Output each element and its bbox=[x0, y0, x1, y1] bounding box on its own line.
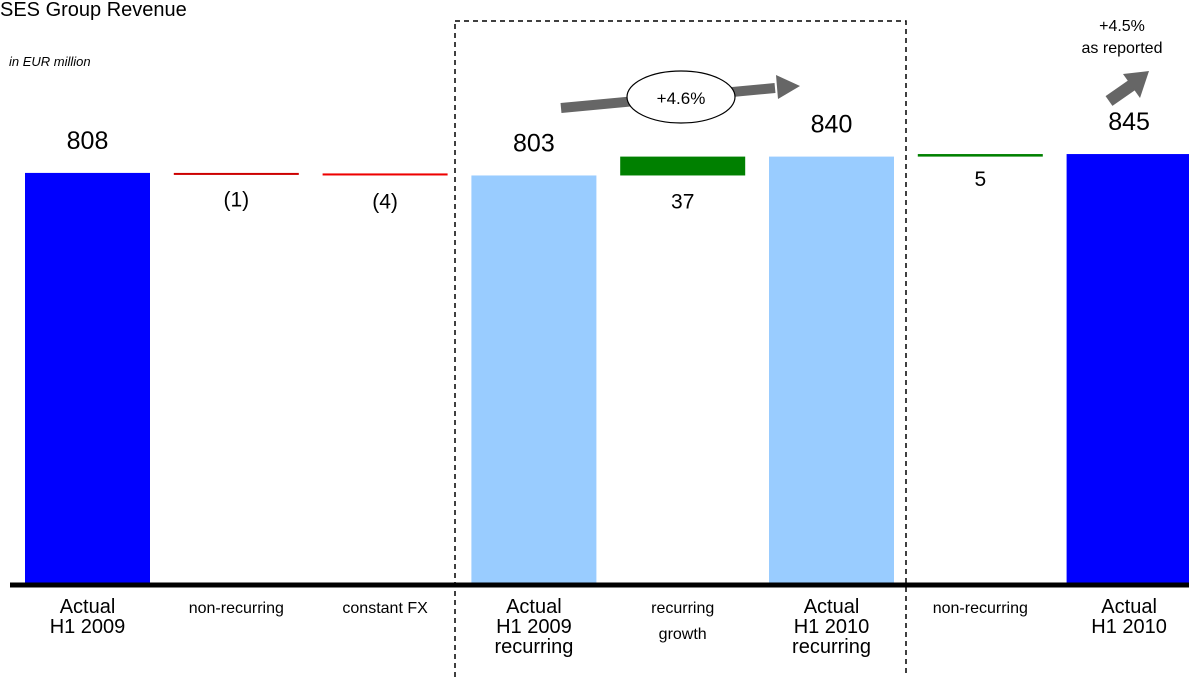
bar-value-label-1: (1) bbox=[223, 188, 249, 211]
reported-growth-value: +4.5% bbox=[1099, 18, 1145, 35]
category-label-line: recurring bbox=[792, 636, 871, 658]
bar-0 bbox=[25, 172, 150, 586]
bar-5 bbox=[769, 156, 894, 585]
category-label-5: Actual H1 2010 recurring bbox=[792, 596, 871, 658]
category-label-7: Actual H1 2010 bbox=[1091, 596, 1167, 638]
chart-subtitle: in EUR million bbox=[9, 54, 91, 69]
bar-value-label-5: 840 bbox=[811, 111, 853, 139]
category-label-line: growth bbox=[659, 626, 707, 643]
growth-callout-label: +4.6% bbox=[657, 89, 706, 108]
category-label-4: recurring growth bbox=[651, 600, 714, 643]
bar-value-label-3: 803 bbox=[513, 129, 555, 157]
value-label-group: 808 (1) (4) 803 37 840 5 845 bbox=[67, 108, 1150, 213]
reported-growth-arrow bbox=[1105, 71, 1149, 106]
category-label-1: non-recurring bbox=[189, 600, 284, 617]
bar-value-label-0: 808 bbox=[67, 127, 109, 155]
bar-1 bbox=[173, 172, 299, 175]
category-label-line: non-recurring bbox=[189, 600, 284, 617]
category-label-line: H1 2010 bbox=[794, 616, 870, 638]
category-label-line: Actual bbox=[1101, 596, 1157, 618]
category-label-line: Actual bbox=[506, 596, 562, 618]
bar-value-label-7: 845 bbox=[1108, 108, 1150, 136]
bar-4 bbox=[620, 156, 746, 176]
bar-value-label-6: 5 bbox=[974, 168, 986, 191]
bar-group bbox=[25, 154, 1189, 586]
category-label-line: H1 2010 bbox=[1091, 616, 1167, 638]
bar-2 bbox=[322, 173, 448, 176]
bar-3 bbox=[471, 175, 597, 585]
category-label-line: Actual bbox=[60, 596, 116, 618]
category-label-line: Actual bbox=[804, 596, 860, 618]
growth-callout-ellipse bbox=[626, 70, 736, 124]
category-label-6: non-recurring bbox=[933, 600, 1028, 617]
bar-7 bbox=[1066, 154, 1189, 586]
category-label-line: H1 2009 bbox=[50, 616, 126, 638]
category-label-line: H1 2009 bbox=[496, 616, 572, 638]
category-label-line: recurring bbox=[494, 636, 573, 658]
chart-title: SES Group Revenue bbox=[0, 0, 187, 21]
recurring-highlight-box bbox=[454, 20, 907, 677]
reported-growth-caption: as reported bbox=[1082, 40, 1163, 57]
bar-value-label-4: 37 bbox=[671, 190, 694, 213]
category-label-line: constant FX bbox=[342, 600, 428, 617]
category-label-3: Actual H1 2009 recurring bbox=[494, 596, 573, 658]
bar-6 bbox=[917, 154, 1043, 157]
bar-value-label-2: (4) bbox=[372, 190, 398, 213]
category-label-0: Actual H1 2009 bbox=[50, 596, 126, 638]
category-label-line: recurring bbox=[651, 600, 714, 617]
category-label-line: non-recurring bbox=[933, 600, 1028, 617]
category-label-2: constant FX bbox=[342, 600, 428, 617]
